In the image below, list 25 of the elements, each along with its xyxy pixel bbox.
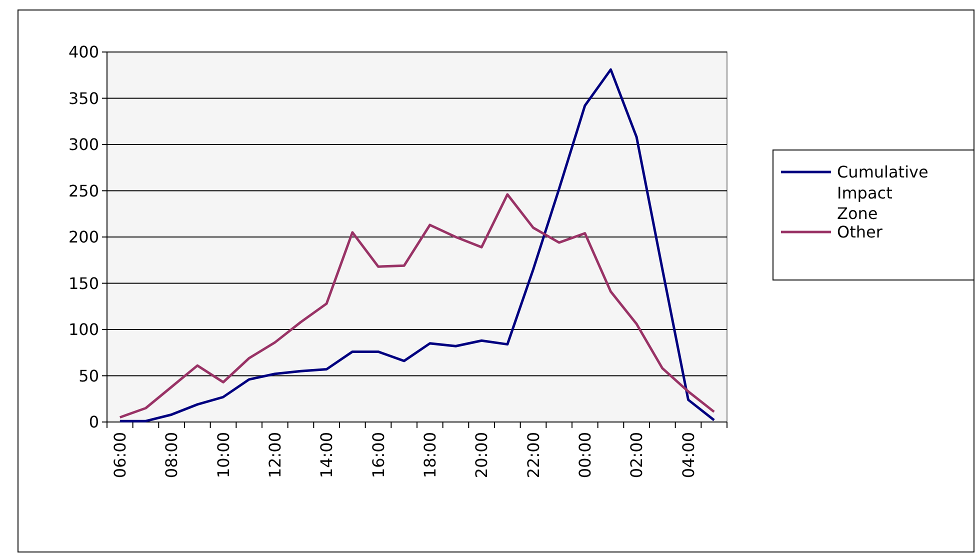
legend-label: Cumulative Impact Zone — [837, 162, 928, 224]
x-tick-label: 12:00 — [266, 432, 285, 478]
x-tick-label: 00:00 — [576, 432, 595, 478]
y-tick-label: 250 — [68, 181, 99, 200]
y-tick-label: 300 — [68, 135, 99, 154]
y-tick-label: 150 — [68, 274, 99, 293]
x-tick-label: 14:00 — [317, 432, 336, 478]
y-tick-label: 350 — [68, 88, 99, 108]
x-tick-label: 04:00 — [678, 432, 698, 478]
y-tick-label: 200 — [68, 228, 99, 247]
y-tick-label: 400 — [68, 42, 99, 62]
x-tick-label: 20:00 — [472, 432, 492, 478]
x-tick-label: 08:00 — [162, 432, 182, 478]
x-tick-label: 06:00 — [110, 432, 130, 478]
x-tick-label: 22:00 — [524, 432, 543, 478]
legend-label: Other — [837, 222, 883, 242]
x-tick-label: 18:00 — [420, 432, 440, 478]
x-tick-label: 10:00 — [214, 432, 233, 478]
y-tick-label: 100 — [68, 320, 99, 340]
line-series — [118, 68, 716, 422]
y-tick-label: 0 — [88, 412, 99, 432]
x-tick-label: 16:00 — [368, 432, 388, 478]
line-series — [118, 193, 716, 419]
y-tick-label: 50 — [78, 366, 99, 386]
x-tick-label: 02:00 — [627, 432, 646, 478]
